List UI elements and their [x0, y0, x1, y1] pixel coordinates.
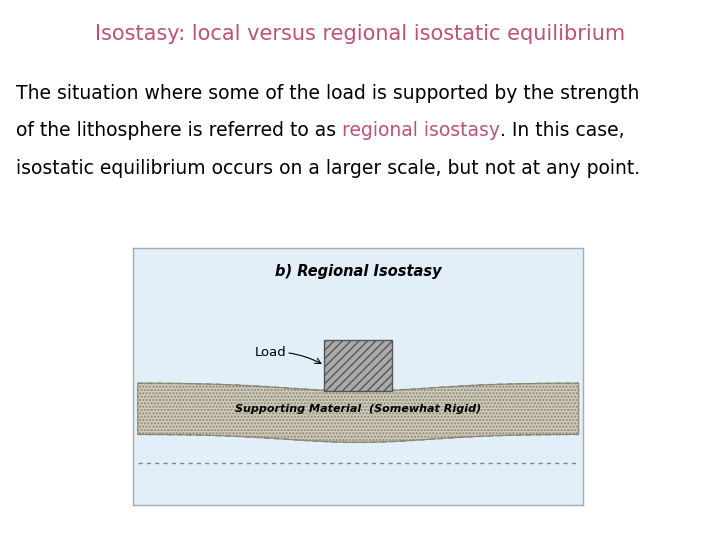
Text: The situation where some of the load is supported by the strength: The situation where some of the load is …	[16, 84, 639, 103]
Text: Load: Load	[254, 346, 287, 359]
Text: b) Regional Isostasy: b) Regional Isostasy	[275, 265, 441, 279]
Text: Supporting Material  (Somewhat Rigid): Supporting Material (Somewhat Rigid)	[235, 404, 482, 414]
Polygon shape	[138, 383, 579, 442]
Text: of the lithosphere is referred to as: of the lithosphere is referred to as	[16, 122, 342, 140]
Text: Isostasy: local versus regional isostatic equilibrium: Isostasy: local versus regional isostati…	[95, 24, 625, 44]
Text: isostatic equilibrium occurs on a larger scale, but not at any point.: isostatic equilibrium occurs on a larger…	[16, 159, 640, 178]
Text: regional isostasy: regional isostasy	[342, 122, 500, 140]
Bar	[325, 340, 392, 391]
Text: . In this case,: . In this case,	[500, 122, 624, 140]
